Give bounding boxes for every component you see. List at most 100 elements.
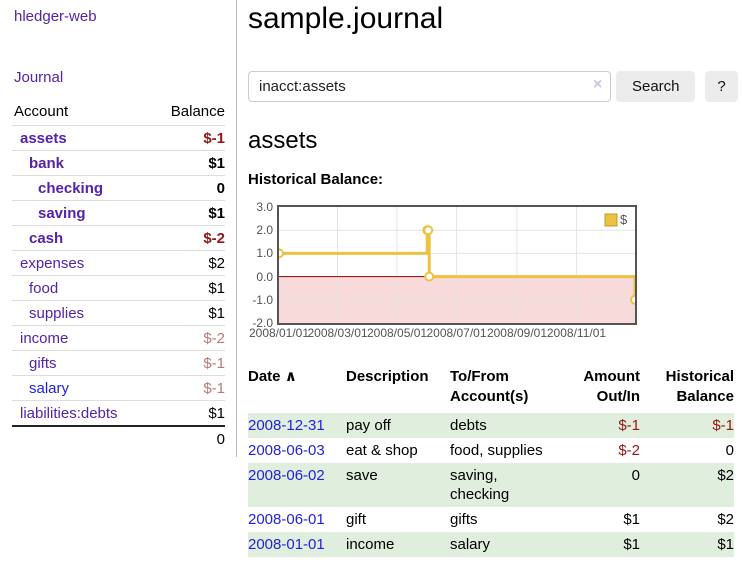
page-title: sample.journal — [248, 2, 444, 35]
description-cell: gift — [346, 511, 367, 528]
register-table: Date ∧ Description To/From Account(s) Am… — [248, 365, 734, 557]
account-row: bank $1 — [12, 150, 225, 176]
svg-text:$: $ — [620, 212, 628, 227]
accounts-table: Account Balance assets $-1 bank $1 checking 0… — [12, 100, 225, 451]
sidebar-item-journal[interactable]: Journal — [14, 69, 64, 86]
x-axis-label: 2008/11/01 — [546, 326, 607, 340]
register-header-balance: Historical Balance — [665, 368, 734, 405]
account-name-cell: supplies — [12, 300, 151, 326]
y-axis-label: 1.0 — [256, 246, 273, 261]
description-cell: income — [346, 532, 450, 557]
balance-cell: $1 — [640, 532, 734, 557]
x-axis-label: 2008/03/01 — [307, 326, 368, 340]
account-link[interactable]: expenses — [20, 254, 85, 272]
account-name-cell: saving — [12, 200, 151, 226]
account-link[interactable]: checking — [38, 179, 104, 197]
accounts-total-row: 0 — [12, 425, 225, 451]
account-link[interactable]: salary — [29, 379, 70, 397]
clear-search-icon[interactable]: × — [593, 76, 603, 93]
chart-title: Historical Balance: — [248, 171, 384, 188]
chart-plot-area[interactable]: $ — [277, 205, 637, 325]
balance-cell: $-1 — [640, 413, 734, 438]
account-link[interactable]: assets — [20, 129, 67, 147]
transaction-date-cell: 2008-12-31 — [248, 413, 346, 438]
account-balance-cell: $1 — [150, 400, 225, 427]
transaction-date-link[interactable]: 2008-12-31 — [248, 417, 325, 434]
balance-cell: $2 — [640, 463, 734, 507]
accounts-cell: debts — [450, 413, 570, 438]
account-row: saving $1 — [12, 200, 225, 226]
account-balance-cell: $-2 — [150, 225, 225, 251]
search-form: × Search ? — [248, 71, 738, 102]
y-axis-label: -2.0 — [252, 316, 273, 330]
amount-cell: $1 — [623, 511, 640, 528]
account-heading: assets — [248, 127, 318, 154]
y-axis-label: 2.0 — [256, 223, 273, 238]
search-input-wrap: × — [248, 71, 612, 102]
x-axis-label: 2008/07/01 — [426, 326, 487, 340]
account-link[interactable]: supplies — [29, 304, 85, 322]
balance-chart[interactable]: $3.0 2.0 1.0 0.0 -1.0 -2.0 2008/01/01 2008/03/0… — [246, 200, 738, 349]
account-balance-cell: $-1 — [150, 125, 225, 151]
transaction-date-link[interactable]: 2008-06-03 — [248, 442, 325, 459]
account-link[interactable]: liabilities:debts — [20, 404, 118, 422]
transaction-date-cell: 2008-01-01 — [248, 532, 346, 557]
account-link[interactable]: income — [20, 329, 69, 347]
sort-ascending-icon: ∧ — [284, 368, 297, 385]
account-row: assets $-1 — [12, 125, 225, 151]
x-axis-label: 2008/09/01 — [486, 326, 547, 340]
account-table-body: assets $-1 bank $1 checking 0 saving $1 cash $-2 e… — [12, 125, 225, 427]
account-name-cell: liabilities:debts — [12, 400, 151, 427]
account-balance-cell: $1 — [150, 150, 225, 176]
transaction-date-cell: 2008-06-01 — [248, 507, 346, 532]
account-link[interactable]: cash — [29, 229, 64, 247]
x-axis-label: 2008/01/01 — [248, 326, 310, 340]
description-cell: pay off — [346, 413, 450, 438]
chart-legend: $ — [604, 212, 628, 227]
search-button[interactable]: Search — [616, 71, 696, 102]
transaction-date-link[interactable]: 2008-06-02 — [248, 467, 325, 484]
app-title-link[interactable]: hledger-web — [14, 8, 97, 25]
amount-cell: $1 — [570, 532, 640, 557]
register-header-date[interactable]: Date ∧ — [248, 368, 297, 385]
register-row: 2008-12-31 pay off debts $-1 $-1 — [248, 413, 734, 438]
register-row: 2008-01-01 income salary $1 $1 — [248, 532, 734, 557]
account-row: supplies $1 — [12, 300, 225, 326]
register-row: 2008-06-03 eat & shop food, supplies $-2 0 — [248, 438, 734, 463]
account-balance-cell: $-1 — [150, 350, 225, 376]
register-header-amount: Amount Out/In — [583, 368, 640, 405]
balance-cell: 0 — [725, 442, 734, 459]
account-link[interactable]: food — [29, 279, 59, 297]
account-row: salary $-1 — [12, 375, 225, 401]
account-balance-cell: $1 — [150, 275, 225, 301]
amount-cell: $-2 — [618, 442, 640, 459]
account-name-cell: bank — [12, 150, 151, 176]
account-name-cell: expenses — [12, 250, 151, 276]
amount-cell: 0 — [570, 463, 640, 507]
account-balance-cell: $-2 — [150, 325, 225, 351]
account-link[interactable]: bank — [29, 154, 65, 172]
help-button[interactable]: ? — [705, 71, 738, 102]
balance-cell: $2 — [717, 511, 734, 528]
transaction-date-link[interactable]: 2008-06-01 — [248, 511, 325, 528]
amount-cell: $-1 — [570, 413, 640, 438]
account-row: gifts $-1 — [12, 350, 225, 376]
account-balance-cell: $1 — [150, 300, 225, 326]
account-link[interactable]: gifts — [29, 354, 57, 372]
accounts-cell: salary — [450, 532, 570, 557]
account-name-cell: gifts — [12, 350, 151, 376]
account-row: income $-2 — [12, 325, 225, 351]
y-axis-label: -1.0 — [252, 292, 273, 307]
account-row: checking 0 — [12, 175, 225, 201]
x-axis-label: 2008/05/01 — [366, 326, 428, 340]
account-name-cell: food — [12, 275, 151, 301]
account-link[interactable]: saving — [38, 204, 86, 222]
register-header-accounts: To/From Account(s) — [450, 368, 529, 405]
register-table-body: 2008-12-31 pay off debts $-1 $-1 2008-06-03 ea… — [248, 413, 734, 557]
search-input[interactable] — [248, 71, 612, 102]
transaction-date-link[interactable]: 2008-01-01 — [248, 536, 325, 553]
accounts-cell: gifts — [450, 511, 478, 528]
register-row: 2008-06-01 gift gifts $1 $2 — [248, 507, 734, 532]
account-balance-cell: $2 — [150, 250, 225, 276]
accounts-table-header-account: Account — [12, 100, 151, 126]
